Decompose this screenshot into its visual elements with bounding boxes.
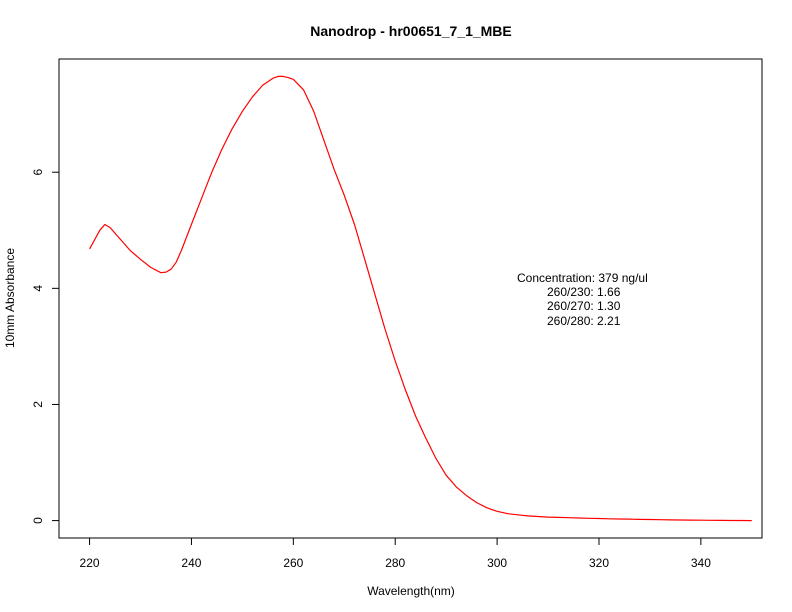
chart-title: Nanodrop - hr00651_7_1_MBE <box>310 23 512 39</box>
y-tick-label: 0 <box>31 517 45 524</box>
y-tick-label: 2 <box>31 401 45 408</box>
x-tick-label: 260 <box>283 556 303 570</box>
stats-annotation: Concentration: 379 ng/ul 260/230: 1.66 2… <box>517 271 648 328</box>
annotation-concentration: Concentration: 379 ng/ul <box>517 271 648 285</box>
annotation-ratio-260-280: 260/280: 2.21 <box>547 314 621 328</box>
annotation-ratio-260-230: 260/230: 1.66 <box>547 285 621 299</box>
y-axis: 0 2 4 6 <box>31 169 60 524</box>
x-axis: 220 240 260 280 300 320 340 <box>80 537 711 570</box>
annotation-ratio-260-270: 260/270: 1.30 <box>547 299 621 313</box>
x-tick-label: 280 <box>385 556 405 570</box>
x-tick-label: 220 <box>80 556 100 570</box>
plot-frame <box>58 58 763 539</box>
x-tick-label: 240 <box>181 556 201 570</box>
x-tick-label: 300 <box>487 556 507 570</box>
absorbance-line <box>89 75 752 522</box>
y-tick-label: 4 <box>31 285 45 292</box>
y-axis-label: 10mm Absorbance <box>3 248 17 348</box>
series-layer <box>89 75 752 522</box>
x-tick-label: 340 <box>691 556 711 570</box>
x-axis-label: Wavelength(nm) <box>367 584 455 598</box>
y-tick-label: 6 <box>31 169 45 176</box>
x-tick-label: 320 <box>589 556 609 570</box>
